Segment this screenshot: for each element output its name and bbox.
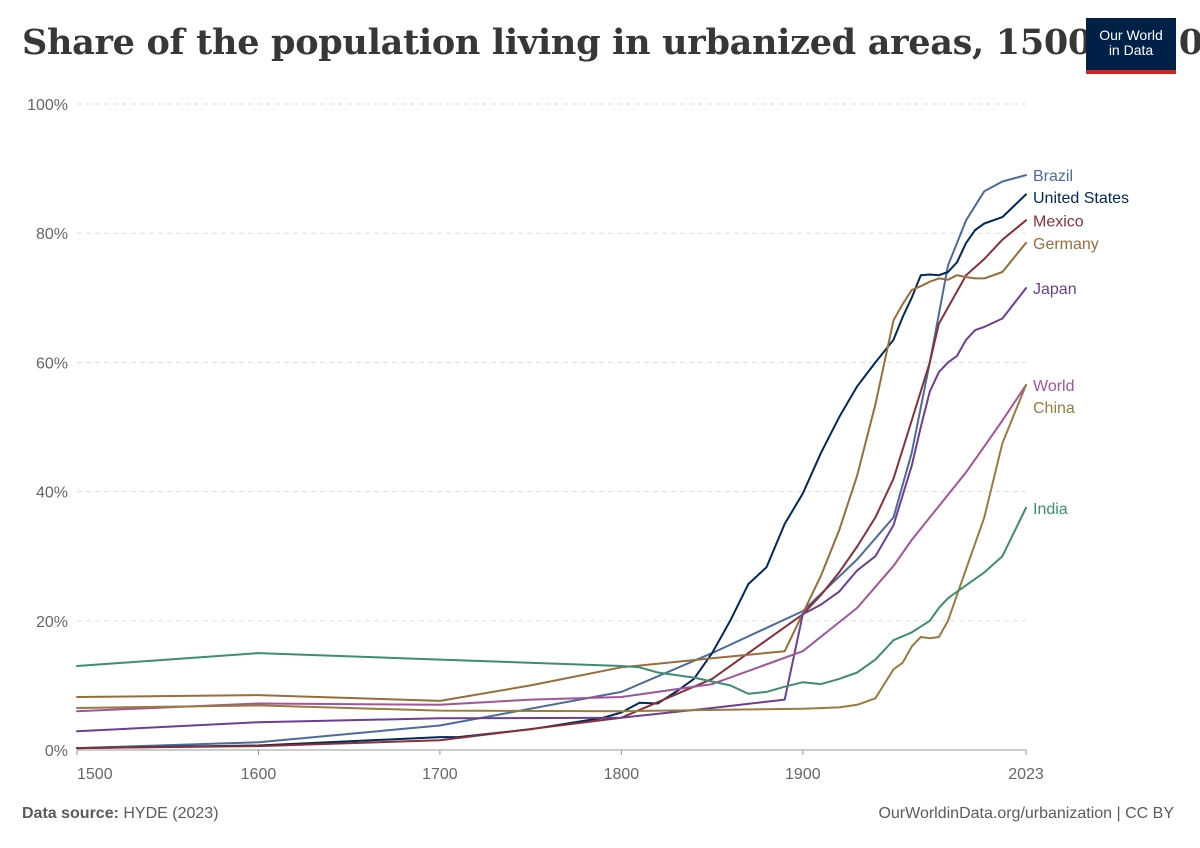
series-line-india (76, 506, 1027, 695)
x-tick-label: 2023 (1008, 766, 1044, 783)
series-line-japan (76, 287, 1027, 733)
x-tick-label: 1700 (422, 766, 458, 783)
y-tick-label: 100% (27, 97, 68, 114)
chart-title: Share of the population living in urbani… (22, 22, 1200, 63)
data-source-label: Data source: (22, 805, 119, 822)
series-line-world (76, 384, 1027, 713)
series-label-germany: Germany (1033, 236, 1099, 253)
series-label-mexico: Mexico (1033, 213, 1084, 230)
url-license-link[interactable]: OurWorldinData.org/urbanization | CC BY (878, 805, 1174, 822)
series-label-china: China (1033, 400, 1075, 417)
series-label-brazil: Brazil (1033, 168, 1073, 185)
line-chart: 0% 20% 40% 60% 80% 100% 1500 1600 1700 1800 1900 20… (27, 97, 1129, 783)
series-label-world: World (1033, 378, 1075, 395)
x-tick-label: 1600 (241, 766, 277, 783)
x-tick-label: 1900 (785, 766, 821, 783)
data-source-value: HYDE (2023) (123, 805, 219, 822)
logo-line-1: Our World (1099, 27, 1163, 43)
series-label-japan: Japan (1033, 281, 1077, 298)
series-line-united-states (76, 193, 1027, 750)
y-tick-label: 80% (36, 226, 68, 243)
series-label-india: India (1033, 501, 1068, 518)
x-tick-label: 1500 (77, 766, 113, 783)
series-line-mexico (76, 219, 1027, 750)
series-line-china (76, 384, 1027, 713)
owid-logo[interactable]: Our World in Data (1086, 18, 1176, 74)
y-tick-label: 20% (36, 614, 68, 631)
logo-line-2: in Data (1108, 42, 1154, 58)
series-label-united-states: United States (1033, 190, 1129, 207)
y-tick-label: 40% (36, 485, 68, 502)
data-source: Data source: HYDE (2023) (22, 805, 219, 823)
series-line-germany (76, 241, 1027, 702)
series-line-brazil (76, 174, 1027, 750)
y-tick-label: 60% (36, 355, 68, 372)
x-tick-label: 1800 (604, 766, 640, 783)
y-tick-label: 0% (45, 743, 68, 760)
